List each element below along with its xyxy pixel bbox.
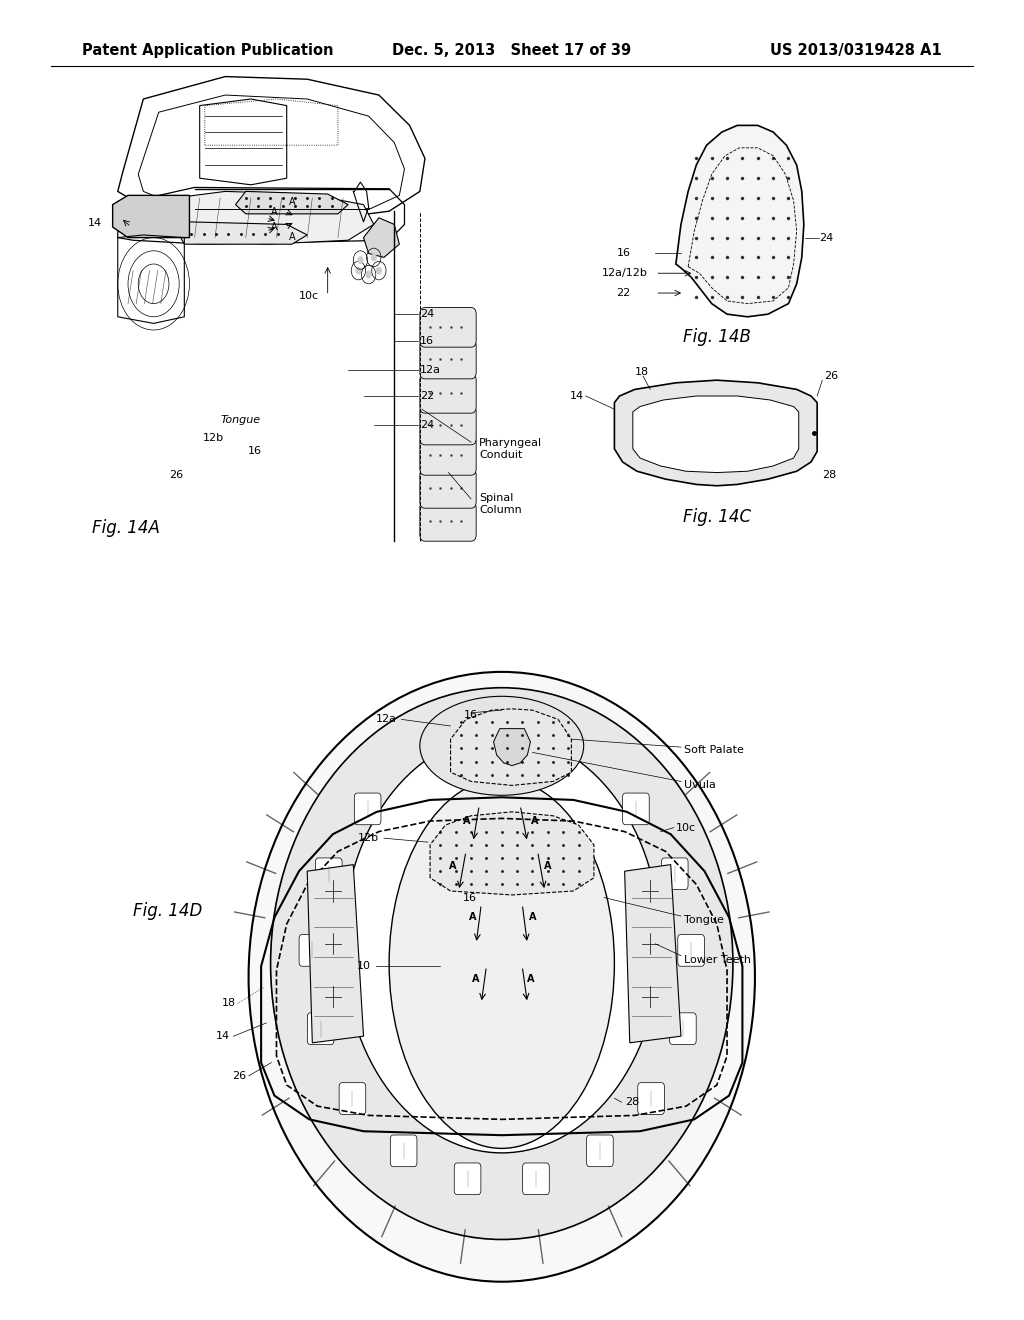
FancyBboxPatch shape xyxy=(420,339,476,379)
Polygon shape xyxy=(494,729,530,766)
Text: 16: 16 xyxy=(248,446,262,457)
Text: A: A xyxy=(289,197,295,207)
Ellipse shape xyxy=(249,672,755,1282)
Text: A: A xyxy=(449,861,457,871)
Polygon shape xyxy=(307,865,364,1043)
Text: Patent Application Publication: Patent Application Publication xyxy=(82,42,334,58)
Text: 18: 18 xyxy=(221,998,236,1008)
Text: 10c: 10c xyxy=(299,290,319,301)
Ellipse shape xyxy=(270,688,733,1239)
Text: A: A xyxy=(289,232,295,243)
Text: 26: 26 xyxy=(824,371,839,381)
FancyBboxPatch shape xyxy=(390,1135,417,1167)
Text: 24: 24 xyxy=(420,420,434,430)
Text: Uvula: Uvula xyxy=(684,780,716,791)
Text: 14: 14 xyxy=(216,1031,230,1041)
Ellipse shape xyxy=(420,697,584,795)
Ellipse shape xyxy=(389,779,614,1148)
Text: 12b: 12b xyxy=(357,833,379,843)
Circle shape xyxy=(371,253,377,261)
Text: Soft Palate: Soft Palate xyxy=(684,744,743,755)
Text: A: A xyxy=(526,974,535,985)
Text: 14: 14 xyxy=(569,391,584,401)
Circle shape xyxy=(366,271,372,279)
Text: Tongue: Tongue xyxy=(684,915,724,925)
FancyBboxPatch shape xyxy=(420,308,476,347)
FancyBboxPatch shape xyxy=(420,374,476,413)
FancyBboxPatch shape xyxy=(420,469,476,508)
Text: 10c: 10c xyxy=(676,822,696,833)
FancyBboxPatch shape xyxy=(420,436,476,475)
Text: A: A xyxy=(469,912,477,923)
Text: Pharyngeal
Conduit: Pharyngeal Conduit xyxy=(479,438,543,459)
Text: US 2013/0319428 A1: US 2013/0319428 A1 xyxy=(770,42,942,58)
Text: 12a/12b: 12a/12b xyxy=(602,268,648,279)
FancyBboxPatch shape xyxy=(339,1082,366,1114)
FancyBboxPatch shape xyxy=(522,1163,549,1195)
Text: A: A xyxy=(530,816,539,826)
FancyBboxPatch shape xyxy=(420,405,476,445)
Text: A: A xyxy=(528,912,537,923)
FancyBboxPatch shape xyxy=(299,935,326,966)
Polygon shape xyxy=(633,396,799,473)
FancyBboxPatch shape xyxy=(638,1082,665,1114)
Text: A: A xyxy=(271,207,278,218)
FancyBboxPatch shape xyxy=(354,793,381,825)
Circle shape xyxy=(355,267,361,275)
Text: 12a: 12a xyxy=(420,364,441,375)
FancyBboxPatch shape xyxy=(623,793,649,825)
Polygon shape xyxy=(179,222,307,244)
Text: Lower Teeth: Lower Teeth xyxy=(684,954,751,965)
Polygon shape xyxy=(676,125,804,317)
Text: A: A xyxy=(271,222,278,232)
Circle shape xyxy=(357,256,364,264)
FancyBboxPatch shape xyxy=(678,935,705,966)
Text: 26: 26 xyxy=(231,1071,246,1081)
Polygon shape xyxy=(169,191,374,244)
Text: Spinal
Column: Spinal Column xyxy=(479,494,522,515)
Polygon shape xyxy=(113,195,189,238)
Polygon shape xyxy=(451,709,571,785)
Text: 28: 28 xyxy=(625,1097,639,1107)
Text: A: A xyxy=(463,816,471,826)
FancyBboxPatch shape xyxy=(455,1163,481,1195)
Text: 28: 28 xyxy=(822,470,837,480)
FancyBboxPatch shape xyxy=(420,502,476,541)
FancyBboxPatch shape xyxy=(670,1012,696,1044)
Text: 24: 24 xyxy=(819,232,834,243)
Text: 16: 16 xyxy=(420,335,434,346)
Text: 22: 22 xyxy=(616,288,631,298)
Text: 22: 22 xyxy=(420,391,434,401)
FancyBboxPatch shape xyxy=(315,858,342,890)
Text: 12a: 12a xyxy=(376,714,397,725)
Text: 12b: 12b xyxy=(203,433,224,444)
Text: Fig. 14A: Fig. 14A xyxy=(92,519,160,537)
Text: 24: 24 xyxy=(420,309,434,319)
Text: Fig. 14B: Fig. 14B xyxy=(683,327,751,346)
Text: Dec. 5, 2013   Sheet 17 of 39: Dec. 5, 2013 Sheet 17 of 39 xyxy=(392,42,632,58)
Polygon shape xyxy=(614,380,817,486)
FancyBboxPatch shape xyxy=(587,1135,613,1167)
Text: 16: 16 xyxy=(464,710,478,721)
Polygon shape xyxy=(236,191,348,214)
Text: 18: 18 xyxy=(635,367,649,378)
Text: A: A xyxy=(544,861,552,871)
Text: 26: 26 xyxy=(169,470,183,480)
FancyBboxPatch shape xyxy=(662,858,688,890)
Polygon shape xyxy=(430,812,594,895)
Text: A: A xyxy=(472,974,480,985)
Text: Tongue: Tongue xyxy=(220,414,260,425)
Text: Fig. 14C: Fig. 14C xyxy=(683,508,751,527)
Polygon shape xyxy=(625,865,681,1043)
Text: 16: 16 xyxy=(463,892,477,903)
Ellipse shape xyxy=(343,735,660,1152)
Text: 10: 10 xyxy=(356,961,371,972)
Text: 14: 14 xyxy=(88,218,102,228)
Text: Fig. 14D: Fig. 14D xyxy=(133,902,203,920)
Polygon shape xyxy=(364,218,399,257)
Text: 16: 16 xyxy=(616,248,631,259)
FancyBboxPatch shape xyxy=(307,1012,334,1044)
Circle shape xyxy=(376,267,382,275)
